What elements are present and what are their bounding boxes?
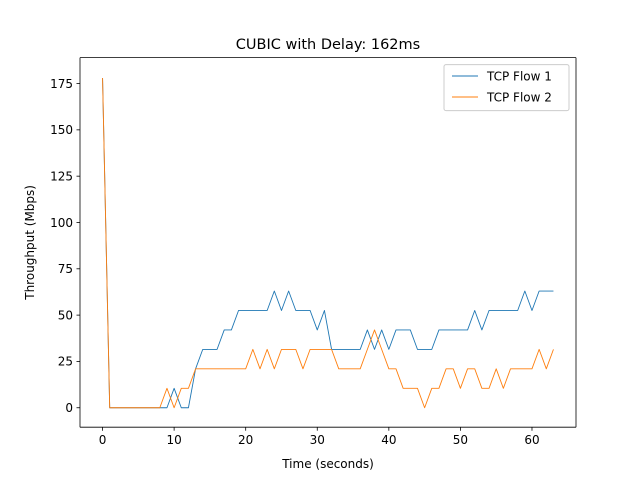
x-tick-label: 10 — [166, 433, 181, 447]
y-axis-label: Throughput (Mbps) — [23, 185, 37, 301]
y-tick-label: 175 — [50, 77, 73, 91]
plot-area — [80, 57, 576, 428]
y-tick-label: 100 — [50, 216, 73, 230]
y-tick-label: 0 — [65, 401, 73, 415]
x-tick-label: 0 — [99, 433, 107, 447]
legend: TCP Flow 1 TCP Flow 2 — [443, 64, 570, 112]
x-tick-label: 20 — [238, 433, 253, 447]
series-line-flow-2 — [102, 77, 554, 409]
x-tick-label: 60 — [524, 433, 539, 447]
y-tick-label: 50 — [58, 308, 73, 322]
x-axis-label: Time (seconds) — [281, 457, 374, 471]
x-tick-label: 30 — [310, 433, 325, 447]
chart-title: CUBIC with Delay: 162ms — [236, 37, 420, 53]
y-tick-label: 25 — [58, 355, 73, 369]
y-tick-label: 150 — [50, 123, 73, 137]
y-tick-label: 75 — [58, 262, 73, 276]
x-axis-ticks: 0 10 20 30 40 50 60 — [99, 427, 540, 447]
y-tick-label: 125 — [50, 169, 73, 183]
legend-label-flow-1: TCP Flow 1 — [486, 70, 552, 84]
y-axis-ticks: 0 25 50 75 100 125 150 175 — [50, 77, 80, 415]
x-tick-label: 40 — [381, 433, 396, 447]
series-layer — [102, 77, 554, 409]
legend-label-flow-2: TCP Flow 2 — [486, 91, 552, 105]
x-tick-label: 50 — [453, 433, 468, 447]
